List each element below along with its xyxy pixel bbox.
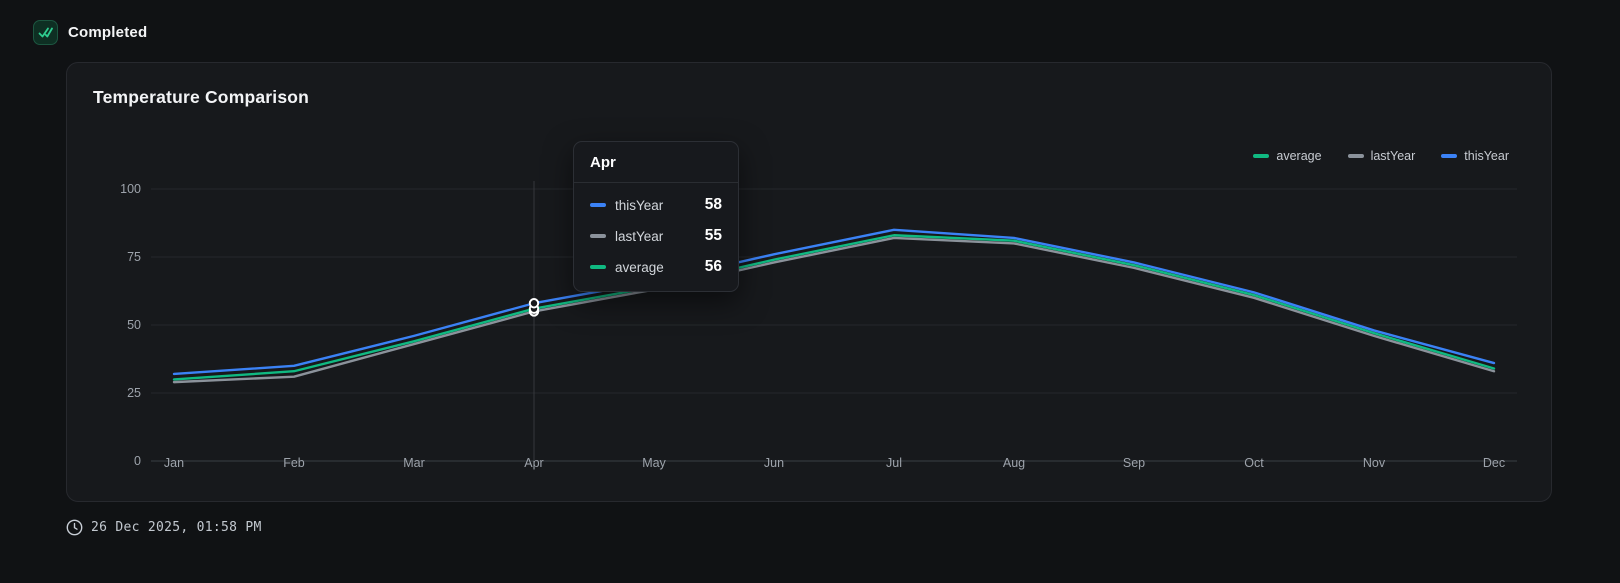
- tooltip-series-value: 56: [704, 258, 722, 275]
- series-line-thisYear: [172, 228, 1496, 376]
- x-tick-label-Jan: Jan: [164, 456, 184, 470]
- completed-status-row: Completed: [33, 20, 147, 45]
- legend-item-average[interactable]: average: [1253, 149, 1322, 163]
- x-tick-label-Jun: Jun: [764, 456, 784, 470]
- y-tick-label: 25: [127, 386, 141, 400]
- completed-checkbox[interactable]: [33, 20, 58, 45]
- tooltip-title: Apr: [574, 142, 738, 183]
- double-check-icon: [38, 27, 53, 38]
- chart-title: Temperature Comparison: [93, 87, 310, 107]
- x-tick-label-Oct: Oct: [1244, 456, 1264, 470]
- timestamp-row: 26 Dec 2025, 01:58 PM: [66, 519, 262, 536]
- tooltip-row-lastYear: lastYear 55: [590, 227, 722, 245]
- series-line-lastYear: [172, 236, 1496, 384]
- tooltip-series-name: thisYear: [615, 197, 664, 213]
- legend-swatch-average: [1253, 154, 1270, 158]
- tooltip-series-value: 58: [704, 196, 722, 213]
- timestamp-text: 26 Dec 2025, 01:58 PM: [91, 520, 262, 535]
- legend-item-lastYear[interactable]: lastYear: [1347, 149, 1416, 163]
- chart-tooltip: Apr thisYear 58 lastYear 55 average 56: [573, 141, 739, 292]
- tooltip-row-thisYear: thisYear 58: [590, 196, 722, 214]
- y-tick-label: 50: [127, 318, 141, 332]
- x-tick-label-Dec: Dec: [1483, 456, 1505, 470]
- y-tick-label: 100: [120, 182, 141, 196]
- x-tick-label-Jul: Jul: [886, 456, 902, 470]
- tooltip-series-value: 55: [704, 227, 722, 244]
- y-tick-label: 75: [127, 250, 141, 264]
- temperature-chart-plot[interactable]: 0 25 50 75 100 Jan Feb Mar Apr May Jun Jul Aug Sep Oct…: [67, 63, 1553, 503]
- completed-label: Completed: [68, 24, 148, 41]
- x-tick-label-Sep: Sep: [1123, 456, 1145, 470]
- active-point-marker-thisYear: [528, 298, 540, 309]
- legend-swatch-lastYear: [1347, 154, 1364, 158]
- x-tick-label-Feb: Feb: [283, 456, 305, 470]
- tooltip-series-dash: [590, 265, 606, 269]
- tooltip-series-dash: [590, 234, 606, 238]
- legend-swatch-thisYear: [1441, 154, 1458, 158]
- x-tick-label-May: May: [642, 456, 666, 470]
- legend-label: lastYear: [1370, 149, 1416, 163]
- x-tick-label-Nov: Nov: [1363, 456, 1386, 470]
- chart-card: Temperature Comparison 0 25 50 75 100 Jan Feb M…: [66, 62, 1552, 502]
- y-tick-label: 0: [134, 454, 141, 468]
- tooltip-series-name: lastYear: [615, 228, 664, 244]
- legend-label: thisYear: [1464, 149, 1509, 163]
- legend-label: average: [1276, 149, 1322, 163]
- legend-item-thisYear[interactable]: thisYear: [1441, 149, 1509, 163]
- x-tick-label-Aug: Aug: [1003, 456, 1025, 470]
- tooltip-row-average: average 56: [590, 258, 722, 276]
- tooltip-series-dash: [590, 203, 606, 207]
- tooltip-series-name: average: [615, 259, 664, 275]
- series-line-average: [172, 234, 1496, 381]
- x-tick-label-Apr: Apr: [524, 456, 543, 470]
- x-tick-label-Mar: Mar: [403, 456, 425, 470]
- chart-legend: average lastYear thisYear: [1253, 149, 1509, 163]
- clock-icon: [66, 519, 83, 536]
